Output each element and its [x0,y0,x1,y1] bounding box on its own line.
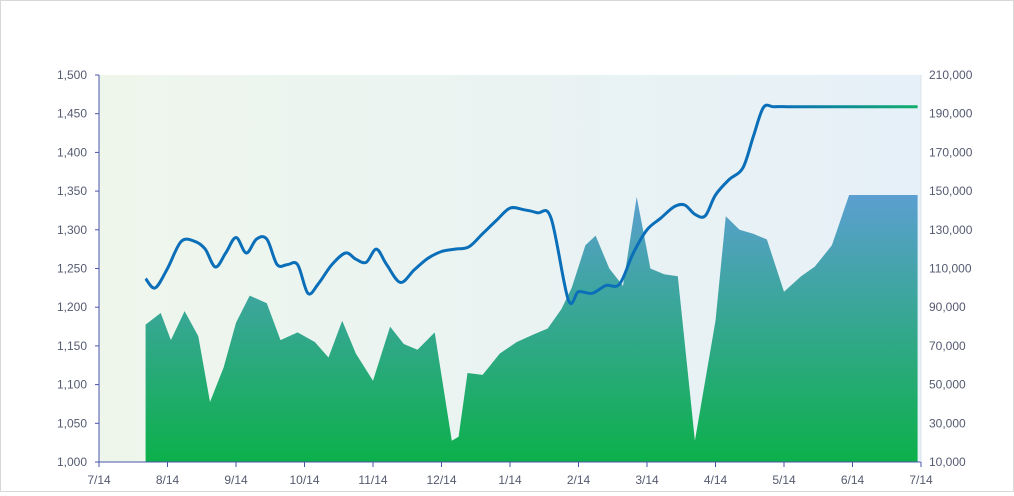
x-tick-label: 4/14 [704,473,728,487]
y-right-tick-label: 130,000 [929,223,973,237]
y-left-tick-label: 1,200 [57,300,87,314]
x-tick-label: 2/14 [567,473,591,487]
x-tick-label: 6/14 [841,473,865,487]
x-tick-label: 12/14 [426,473,456,487]
line-series [144,103,918,306]
x-axis-ticks: 7/14 8/14 9/14 10/14 11/14 12/14 1/14 2/14 3/14 4… [87,462,933,487]
y-right-tick-label: 210,000 [929,68,973,82]
y-left-tick-label: 1,050 [57,416,87,430]
y-right-tick-label: 50,000 [929,378,966,392]
y-right-tick-label: 190,000 [929,107,973,121]
area-series [145,195,918,462]
x-tick-label: 5/14 [772,473,796,487]
y-left-tick-label: 1,450 [57,107,87,121]
y-left-tick-label: 1,000 [57,455,87,469]
x-tick-label: 9/14 [224,473,248,487]
y-axis-left-ticks: 1,000 1,050 1,100 1,150 1,200 1,250 1,300 1,350… [57,68,99,469]
y-left-tick-label: 1,300 [57,223,87,237]
y-right-tick-label: 90,000 [929,300,966,314]
x-tick-label: 7/14 [87,473,111,487]
y-right-tick-label: 150,000 [929,184,973,198]
y-left-tick-label: 1,400 [57,145,87,159]
y-right-tick-label: 170,000 [929,145,973,159]
y-right-tick-label: 30,000 [929,416,966,430]
y-right-tick-label: 70,000 [929,339,966,353]
line-series-path [144,103,918,306]
y-right-tick-label: 110,000 [929,262,972,276]
x-tick-label: 1/14 [498,473,522,487]
y-left-tick-label: 1,150 [57,339,87,353]
x-tick-label: 10/14 [289,473,319,487]
area-series-shape [145,195,918,462]
y-left-tick-label: 1,350 [57,184,87,198]
x-tick-label: 11/14 [358,473,387,487]
y-left-tick-label: 1,250 [57,262,87,276]
x-tick-label: 3/14 [635,473,659,487]
x-tick-label: 8/14 [156,473,180,487]
y-axis-right-ticks: 10,000 30,000 50,000 70,000 90,000 110,000 130… [929,68,973,469]
x-tick-label: 7/14 [909,473,933,487]
y-left-tick-label: 1,500 [57,68,87,82]
y-right-tick-label: 10,000 [929,455,966,469]
y-left-tick-label: 1,100 [57,378,87,392]
